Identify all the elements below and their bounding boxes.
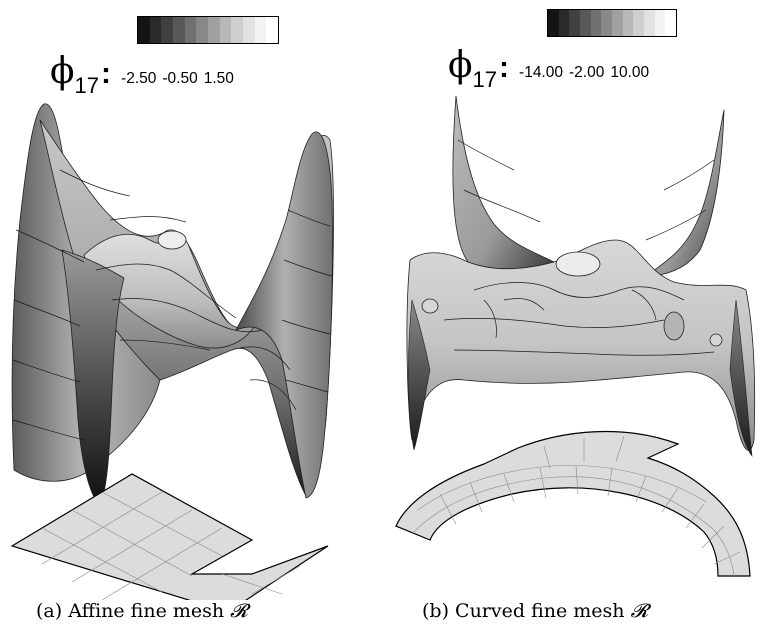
colorbar-swatch xyxy=(208,17,220,43)
caption-text: (b) Curved fine mesh xyxy=(422,600,625,622)
surface-bump-left xyxy=(421,298,439,314)
caption-affine: (a) Affine fine mesh 𝓡 xyxy=(36,600,248,622)
colorbar-legend: ϕ 17 : -14.00 -2.00 10.00 xyxy=(448,45,655,93)
caption-text: (a) Affine fine mesh xyxy=(36,600,225,622)
tick-label: -2.00 xyxy=(568,64,605,81)
surface-spike-left xyxy=(452,95,556,270)
colorbar-swatch xyxy=(243,17,255,43)
colorbar-swatch xyxy=(196,17,209,43)
mesh-curved xyxy=(395,430,751,577)
colorbar xyxy=(137,16,279,44)
tick-label: -2.50 xyxy=(121,70,157,87)
colorbar-swatch xyxy=(219,17,232,43)
surface-fold-center xyxy=(83,229,265,349)
legend-colon: : xyxy=(499,51,510,84)
tick-label: -0.50 xyxy=(162,70,198,87)
colorbar-swatch xyxy=(266,17,279,43)
phi-subscript: 17 xyxy=(74,73,100,98)
colorbar-swatch xyxy=(254,17,267,43)
colorbar-swatch xyxy=(161,17,174,43)
surface-lobe-right xyxy=(235,131,333,499)
panel-curved: ϕ 17 : -14.00 -2.00 10.00 xyxy=(384,0,767,641)
legend-colon: : xyxy=(101,57,112,90)
mesh-affine xyxy=(10,473,329,600)
colorbar-swatch xyxy=(612,10,623,36)
phi-symbol: ϕ xyxy=(50,51,75,92)
surface-drip-right xyxy=(729,299,753,458)
surface-plot-curved xyxy=(395,95,756,577)
colorbar-swatch xyxy=(601,10,613,36)
phi-subscript: 17 xyxy=(472,67,498,92)
colorbar xyxy=(547,9,677,37)
colorbar-swatch xyxy=(138,17,150,43)
colorbar-swatch xyxy=(622,10,634,36)
surface-trough-left xyxy=(61,249,125,505)
tick-label: 1.50 xyxy=(203,70,234,87)
tick-label: -14.00 xyxy=(519,64,563,81)
caption-mesh-symbol: 𝓡 xyxy=(630,600,649,622)
colorbar-swatch xyxy=(590,10,602,36)
surface-bump-top xyxy=(555,251,601,277)
colorbar-swatch xyxy=(644,10,655,36)
surface-spike-right xyxy=(644,109,725,277)
surface-bump-right xyxy=(663,311,685,341)
contour-lines xyxy=(12,169,333,441)
colorbar-swatch xyxy=(633,10,645,36)
colorbar-swatch xyxy=(173,17,185,43)
colorbar-swatch xyxy=(665,10,677,36)
colorbar-swatch xyxy=(580,10,591,36)
colorbar-swatch xyxy=(548,10,559,36)
contour-lines xyxy=(443,139,715,356)
phi-symbol: ϕ xyxy=(448,45,473,86)
colorbar-legend: ϕ 17 : -2.50 -0.50 1.50 xyxy=(50,51,240,99)
surface-bump-far-right xyxy=(709,333,723,347)
surface-drip-left xyxy=(408,299,431,451)
surface-plot-affine xyxy=(10,103,334,600)
caption-mesh-symbol: 𝓡 xyxy=(230,600,248,622)
tick-label: 10.00 xyxy=(610,64,650,81)
colorbar-swatch xyxy=(654,10,666,36)
surface-bump xyxy=(157,230,187,250)
colorbar-swatch xyxy=(558,10,570,36)
colorbar-swatch xyxy=(569,10,581,36)
colorbar-swatch xyxy=(231,17,244,43)
panel-affine: ϕ 17 : -2.50 -0.50 1.50 xyxy=(10,16,334,622)
colorbar-swatch xyxy=(184,17,197,43)
colorbar-swatch xyxy=(149,17,162,43)
caption-curved: (b) Curved fine mesh 𝓡 xyxy=(422,600,648,622)
